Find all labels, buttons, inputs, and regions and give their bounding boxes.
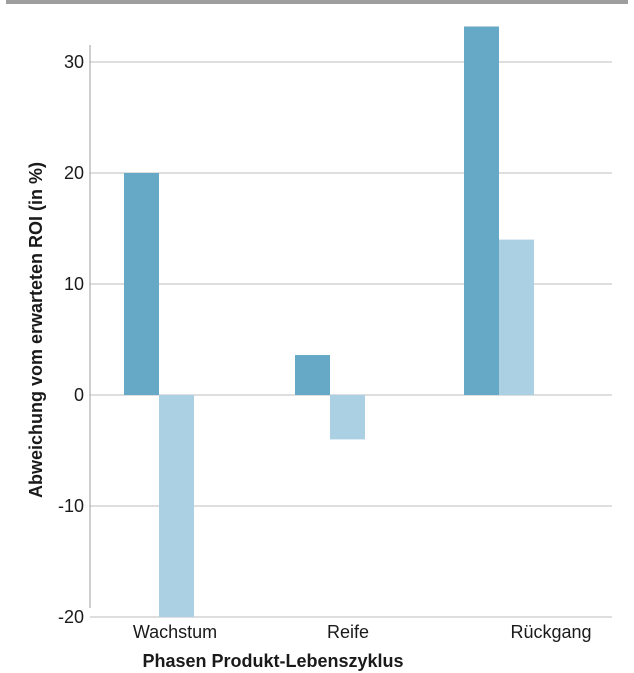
y-tick-label: -20: [58, 607, 84, 627]
x-tick-label: Wachstum: [133, 622, 217, 642]
top-rule: [6, 0, 628, 4]
y-tick-label: 30: [64, 52, 84, 72]
bar-light-2: [499, 239, 534, 395]
x-tick-label: Rückgang: [510, 622, 591, 642]
bar-light-1: [330, 395, 365, 440]
bar-dark-2: [464, 26, 499, 395]
y-tick-labels: -20 -10 0 10 20 30: [58, 52, 84, 627]
x-tick-label: Reife: [327, 622, 369, 642]
x-axis-title: Phasen Produkt-Lebenszyklus: [142, 651, 403, 671]
bar-dark-0: [124, 173, 159, 395]
x-tick-labels: Wachstum Reife Rückgang: [133, 622, 592, 642]
bar-dark-1: [295, 355, 330, 395]
bars: [124, 26, 534, 617]
y-tick-label: 10: [64, 274, 84, 294]
y-tick-label: -10: [58, 496, 84, 516]
y-tick-label: 0: [74, 385, 84, 405]
bar-light-0: [159, 395, 194, 617]
y-axis-title: Abweichung vom erwarteten ROI (in %): [26, 162, 46, 498]
y-tick-label: 20: [64, 163, 84, 183]
